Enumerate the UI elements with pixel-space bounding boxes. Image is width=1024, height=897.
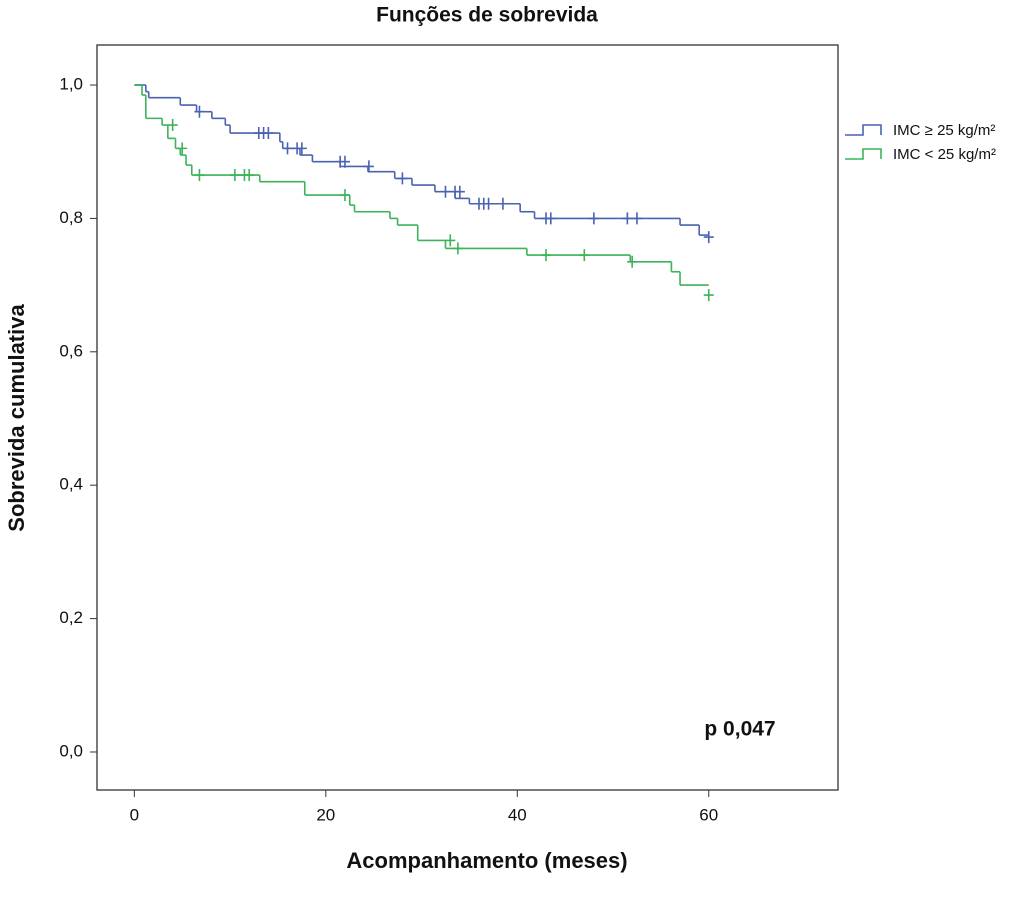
censor-mark — [622, 212, 633, 225]
censor-mark — [588, 212, 599, 225]
y-tick-label: 0,6 — [59, 341, 83, 360]
censor-mark — [631, 212, 642, 225]
y-tick-label: 1,0 — [59, 75, 83, 94]
censor-mark — [579, 249, 590, 262]
censor-mark — [483, 197, 494, 210]
censor-mark — [545, 212, 556, 225]
y-axis-label: Sobrevida cumulativa — [4, 304, 29, 532]
chart-title: Funções de sobrevida — [376, 4, 598, 27]
legend-label: IMC ≥ 25 kg/m² — [893, 122, 995, 139]
x-axis-label: Acompanhamento (meses) — [346, 848, 627, 873]
censor-mark — [296, 142, 307, 155]
y-tick-label: 0,0 — [59, 741, 83, 760]
y-tick-label: 0,8 — [59, 208, 83, 227]
y-tick-label: 0,4 — [59, 475, 83, 494]
censor-mark — [497, 197, 508, 210]
censor-mark — [703, 289, 714, 302]
censor-mark — [445, 234, 456, 247]
censor-mark — [363, 160, 374, 173]
censor-mark — [703, 231, 714, 244]
censor-mark — [397, 172, 408, 185]
censor-mark — [282, 142, 293, 155]
censor-mark — [263, 127, 274, 140]
censor-mark — [177, 142, 188, 155]
censor-mark — [244, 169, 255, 182]
censor-mark — [339, 189, 350, 202]
censor-mark — [194, 169, 205, 182]
censor-mark — [627, 255, 638, 268]
censor-mark — [440, 185, 451, 198]
censor-mark — [454, 185, 465, 198]
plot-frame — [96, 44, 839, 791]
legend-swatch — [845, 124, 882, 136]
censor-mark — [194, 105, 205, 118]
censor-mark — [229, 169, 240, 182]
legend-label: IMC < 25 kg/m² — [893, 146, 996, 163]
x-tick-label: 60 — [699, 805, 718, 824]
y-tick-label: 0,2 — [59, 608, 83, 627]
censor-mark — [541, 249, 552, 262]
censor-mark — [452, 242, 463, 255]
legend-swatch — [845, 148, 882, 160]
annotation: p 0,047 — [704, 718, 775, 741]
x-tick-label: 40 — [508, 805, 527, 824]
x-tick-label: 0 — [130, 805, 139, 824]
censor-mark — [339, 155, 350, 168]
censor-mark — [167, 119, 178, 132]
x-tick-label: 20 — [316, 805, 335, 824]
